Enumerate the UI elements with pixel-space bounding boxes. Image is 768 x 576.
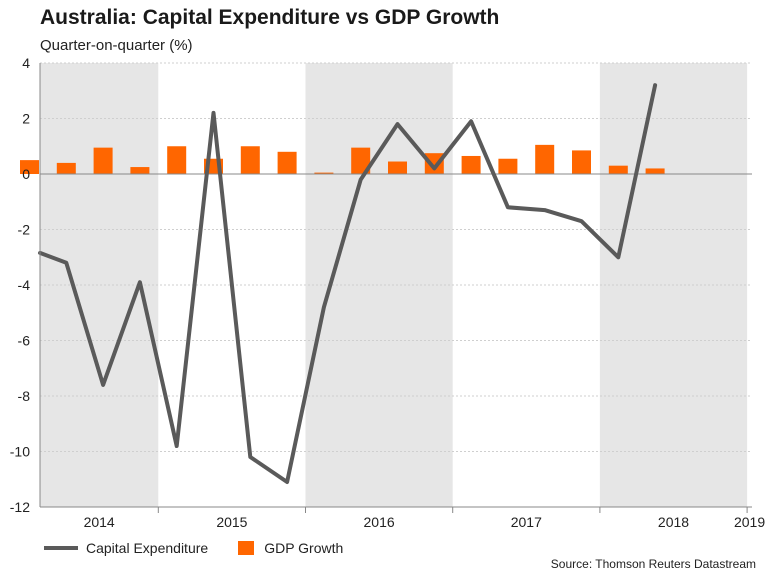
y-tick-label: 0 bbox=[22, 166, 30, 182]
legend-label-gdp: GDP Growth bbox=[264, 540, 344, 556]
y-tick-labels: 4 2 0 -2 -4 -6 -8 -10 -12 bbox=[10, 55, 30, 515]
legend-swatch-gdp bbox=[238, 541, 255, 555]
gdp-bar bbox=[56, 162, 76, 174]
y-tick-label: -12 bbox=[10, 499, 30, 515]
gdp-bar bbox=[645, 168, 665, 174]
x-tick-labels: 2014 2015 2016 2017 2018 2019 bbox=[84, 514, 766, 530]
y-tick-label: -8 bbox=[18, 388, 31, 404]
gdp-bar bbox=[93, 147, 113, 174]
x-tick-label-2016: 2016 bbox=[364, 514, 395, 530]
y-tick-label: -4 bbox=[18, 277, 31, 293]
shade-band-2016 bbox=[305, 63, 453, 507]
gdp-bar bbox=[608, 165, 628, 174]
y-tick-label: -6 bbox=[18, 333, 31, 349]
gdp-bar bbox=[240, 146, 260, 174]
legend: Capital Expenditure GDP Growth bbox=[44, 538, 373, 558]
y-tick-label: -2 bbox=[18, 222, 31, 238]
gdp-bar bbox=[461, 155, 481, 174]
x-tick-label-2014: 2014 bbox=[84, 514, 115, 530]
capex-line bbox=[38, 83, 658, 484]
x-tick-label-2019: 2019 bbox=[734, 514, 765, 530]
gdp-bar bbox=[277, 151, 297, 174]
chart-subtitle: Quarter-on-quarter (%) bbox=[40, 37, 193, 54]
x-axis bbox=[39, 63, 752, 513]
capex-series-line bbox=[38, 83, 658, 484]
y-tick-label: 2 bbox=[22, 111, 30, 127]
legend-item-capex: Capital Expenditure bbox=[44, 540, 208, 556]
gdp-bar bbox=[424, 153, 444, 174]
gdp-bar bbox=[498, 158, 518, 174]
x-tick-label-2017: 2017 bbox=[511, 514, 542, 530]
legend-swatch-capex bbox=[44, 546, 78, 550]
y-tick-label: -10 bbox=[10, 444, 30, 460]
x-tick-label-2018: 2018 bbox=[658, 514, 689, 530]
gdp-bar bbox=[167, 146, 187, 174]
gdp-bar bbox=[535, 144, 555, 174]
y-tick-label: 4 bbox=[22, 55, 30, 71]
chart-title: Australia: Capital Expenditure vs GDP Gr… bbox=[40, 6, 500, 29]
legend-item-gdp: GDP Growth bbox=[238, 540, 343, 556]
gdp-bar bbox=[130, 167, 150, 174]
legend-label-capex: Capital Expenditure bbox=[86, 540, 209, 556]
gdp-bar bbox=[351, 147, 371, 174]
x-tick-label-2015: 2015 bbox=[216, 514, 247, 530]
gdp-bar bbox=[20, 160, 39, 174]
gdp-bar bbox=[388, 161, 407, 174]
gdp-bar bbox=[314, 172, 334, 174]
gdp-bar bbox=[572, 150, 591, 174]
source-note: Source: Thomson Reuters Datastream bbox=[550, 557, 756, 571]
